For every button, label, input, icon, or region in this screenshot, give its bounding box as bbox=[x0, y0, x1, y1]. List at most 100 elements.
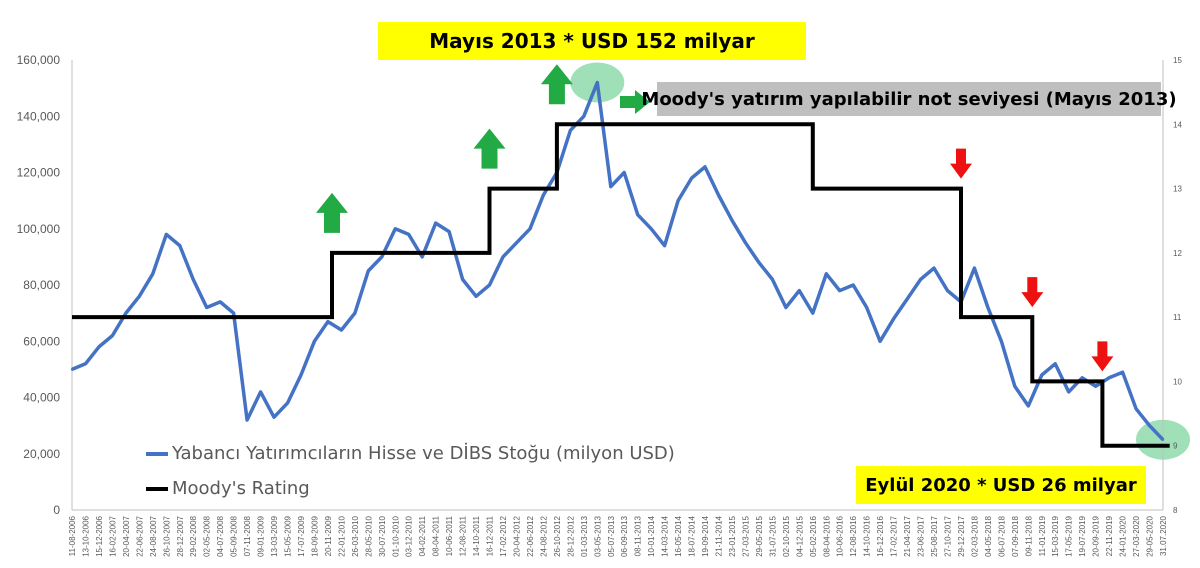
stock-point bbox=[1107, 376, 1111, 380]
stock-point bbox=[367, 269, 370, 273]
stock-point bbox=[973, 266, 976, 270]
left-axis: 0 20,000 40,000 60,000 80,000 100,000 120,000 1… bbox=[17, 53, 73, 517]
x-tick-label: 26-03-2010 bbox=[351, 515, 360, 556]
x-tick-label: 19-07-2019 bbox=[1078, 515, 1087, 556]
stock-point bbox=[865, 306, 868, 309]
stock-point bbox=[1013, 385, 1017, 388]
arrow-down-icon bbox=[950, 148, 972, 179]
x-tick-label: 23-06-2017 bbox=[917, 515, 926, 556]
right-axis: 8 9 10 11 12 13 14 15 bbox=[1162, 56, 1182, 515]
y2-tick-label: 13 bbox=[1173, 185, 1182, 194]
x-tick-label: 31.07.2020 bbox=[1159, 515, 1168, 556]
x-tick-label: 02-03-2018 bbox=[970, 515, 979, 556]
y2-tick-label: 12 bbox=[1173, 249, 1182, 258]
arrow-up-icon bbox=[316, 192, 348, 233]
x-tick-label: 09-11-2018 bbox=[1024, 515, 1033, 556]
stock-point bbox=[165, 233, 168, 236]
stock-line bbox=[71, 80, 1165, 441]
stock-point bbox=[286, 401, 289, 405]
stock-point bbox=[932, 266, 936, 270]
stock-point bbox=[1094, 385, 1097, 388]
x-tick-label: 10-06-2016 bbox=[836, 515, 845, 556]
stock-point bbox=[946, 289, 949, 292]
x-tick-label: 13-10-2006 bbox=[81, 515, 90, 556]
x-tick-label: 05-07-2013 bbox=[607, 515, 616, 556]
stock-point bbox=[272, 415, 276, 419]
x-tick-label: 29-02-2008 bbox=[189, 515, 198, 556]
x-tick-label: 05-02-2016 bbox=[809, 515, 818, 556]
stock-point bbox=[178, 244, 181, 247]
x-tick-label: 10-06-2011 bbox=[445, 515, 454, 556]
legend-label-stock: Yabancı Yatırımcıların Hisse ve DİBS Sto… bbox=[172, 443, 675, 464]
stock-point bbox=[259, 390, 262, 394]
x-tick-label: 15-03-2019 bbox=[1051, 515, 1060, 556]
highlights bbox=[570, 62, 1190, 460]
x-tick-label: 14-10-2011 bbox=[472, 515, 481, 556]
stock-point bbox=[825, 272, 828, 275]
x-tick-label: 10-01-2014 bbox=[647, 515, 656, 556]
y-tick-label: 0 bbox=[53, 503, 60, 517]
stock-point bbox=[474, 295, 478, 298]
x-tick-label: 31-07-2015 bbox=[768, 515, 777, 556]
x-tick-label: 21-04-2017 bbox=[903, 515, 912, 556]
x-tick-label: 04-07-2008 bbox=[216, 515, 225, 556]
x-tick-label: 12-08-2016 bbox=[849, 515, 858, 556]
series-stock bbox=[70, 80, 1165, 441]
y2-tick-label: 14 bbox=[1173, 120, 1182, 129]
stock-point bbox=[569, 129, 572, 132]
x-axis: 11-08-2006 13-10-2006 15-12-2006 16-02-2007… bbox=[68, 509, 1168, 557]
x-tick-label: 16-12-2011 bbox=[486, 515, 495, 556]
x-tick-label: 14-03-2014 bbox=[661, 515, 670, 556]
arrow-down-icon bbox=[1021, 277, 1044, 308]
legend-swatch-rating bbox=[146, 486, 168, 491]
y-tick-label: 60,000 bbox=[23, 334, 60, 348]
legend-item-stock: Yabancı Yatırımcıların Hisse ve DİBS Sto… bbox=[146, 443, 675, 464]
y-tick-label: 160,000 bbox=[17, 53, 61, 67]
x-tick-label: 18-07-2014 bbox=[688, 515, 697, 556]
stock-point bbox=[299, 373, 303, 377]
stock-point bbox=[878, 340, 882, 343]
stock-point bbox=[649, 227, 653, 230]
x-tick-label: 04-02-2011 bbox=[418, 515, 427, 556]
x-tick-label: 23-01-2015 bbox=[728, 515, 737, 556]
x-tick-label: 16-05-2014 bbox=[674, 515, 683, 556]
x-tick-label: 20-11-2009 bbox=[324, 515, 333, 556]
stock-point bbox=[245, 418, 249, 422]
x-tick-label: 21-11-2014 bbox=[715, 515, 724, 556]
y2-tick-label: 15 bbox=[1173, 56, 1182, 65]
stock-point bbox=[663, 244, 666, 247]
x-tick-label: 07-09-2018 bbox=[1011, 515, 1020, 556]
stock-point bbox=[919, 278, 922, 281]
x-tick-label: 04-05-2018 bbox=[984, 515, 993, 556]
x-tick-label: 30-07-2010 bbox=[378, 515, 387, 556]
stock-point bbox=[205, 306, 208, 309]
y-tick-label: 140,000 bbox=[17, 109, 61, 123]
x-tick-label: 18-09-2009 bbox=[310, 515, 319, 556]
stock-point bbox=[380, 255, 383, 259]
y2-tick-label: 8 bbox=[1173, 506, 1178, 515]
x-tick-label: 17-07-2009 bbox=[297, 515, 306, 556]
x-tick-label: 26-10-2007 bbox=[162, 515, 171, 556]
y2-tick-label: 10 bbox=[1173, 377, 1182, 386]
x-tick-label: 09-01-2009 bbox=[257, 515, 266, 556]
stock-point bbox=[676, 199, 680, 202]
stock-point bbox=[192, 278, 195, 281]
stock-point bbox=[757, 261, 761, 264]
arrow-down-icon bbox=[1091, 341, 1114, 372]
stock-point bbox=[124, 311, 128, 315]
x-tick-label: 24-01-2020 bbox=[1119, 515, 1128, 556]
stock-point bbox=[1134, 407, 1138, 410]
x-tick-label: 27-03-2015 bbox=[741, 515, 750, 556]
stock-point bbox=[111, 334, 114, 337]
stock-point bbox=[1027, 404, 1030, 408]
stock-point bbox=[703, 165, 707, 169]
x-tick-label: 17-05-2019 bbox=[1065, 515, 1074, 556]
stock-point bbox=[70, 368, 74, 371]
stock-point bbox=[340, 328, 343, 332]
stock-point bbox=[717, 193, 720, 197]
legend-swatch-stock bbox=[146, 451, 168, 456]
x-tick-label: 08-11-2013 bbox=[634, 515, 643, 556]
stock-point bbox=[542, 193, 545, 197]
stock-point bbox=[636, 213, 639, 216]
stock-point bbox=[1121, 370, 1124, 374]
